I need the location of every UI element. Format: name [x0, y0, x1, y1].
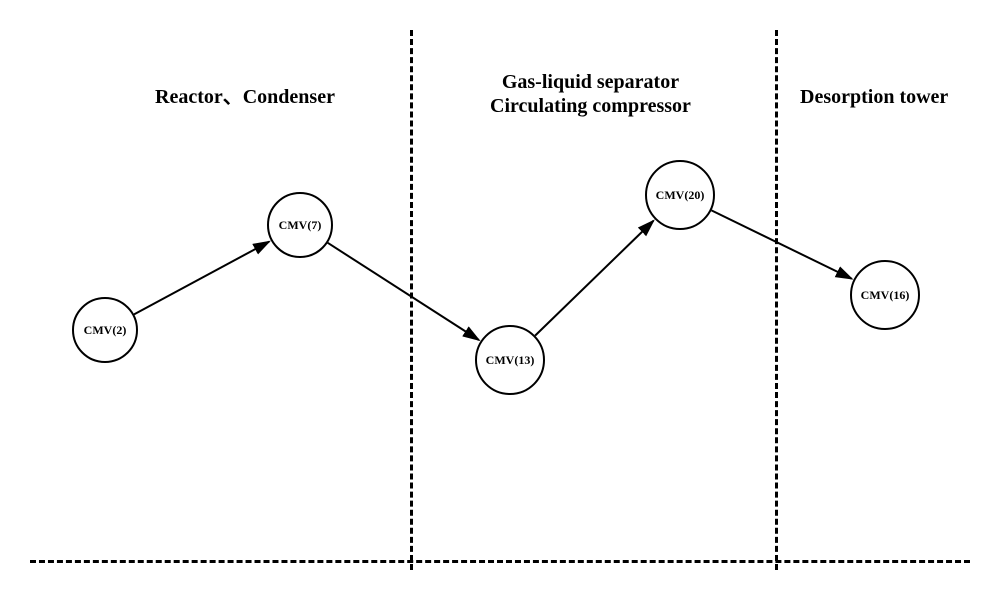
edge-n2-n7 — [134, 242, 269, 315]
node-cmv-13: CMV(13) — [475, 325, 545, 395]
node-cmv-20: CMV(20) — [645, 160, 715, 230]
node-label: CMV(20) — [656, 188, 705, 203]
divider-vertical-2 — [775, 30, 778, 570]
node-label: CMV(2) — [84, 323, 127, 338]
node-label: CMV(7) — [279, 218, 322, 233]
section-label-reactor-condenser: Reactor、Condenser — [155, 85, 335, 109]
node-cmv-7: CMV(7) — [267, 192, 333, 258]
edge-n13-n20 — [535, 221, 653, 336]
edge-n7-n13 — [328, 243, 479, 340]
node-cmv-2: CMV(2) — [72, 297, 138, 363]
divider-vertical-1 — [410, 30, 413, 570]
section-label-separator-compressor: Gas-liquid separator Circulating compres… — [490, 70, 691, 118]
node-label: CMV(13) — [486, 353, 535, 368]
edge-n20-n16 — [711, 210, 851, 278]
divider-horizontal — [30, 560, 970, 563]
node-cmv-16: CMV(16) — [850, 260, 920, 330]
section-label-desorption-tower: Desorption tower — [800, 85, 948, 109]
diagram-stage: Reactor、Condenser Gas-liquid separator C… — [0, 0, 1000, 596]
node-label: CMV(16) — [861, 288, 910, 303]
